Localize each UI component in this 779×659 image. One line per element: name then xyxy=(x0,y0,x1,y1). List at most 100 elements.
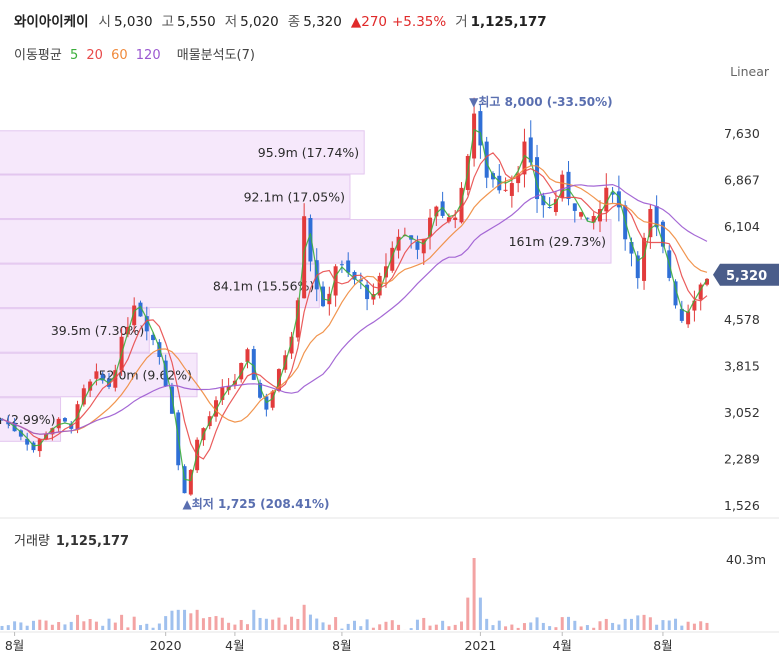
volume-panel-value: 1,125,177 xyxy=(55,534,130,549)
x-tick-label: 4월 xyxy=(552,638,571,653)
candle-body xyxy=(308,218,313,262)
volume-bar xyxy=(69,621,73,630)
volume-bar xyxy=(655,624,659,630)
candle-body xyxy=(560,174,565,198)
candle-body xyxy=(18,430,23,437)
candle-body xyxy=(629,241,634,254)
x-tick-label: 4월 xyxy=(225,638,244,653)
volume-bar xyxy=(365,619,369,630)
candle-body xyxy=(377,275,382,296)
low-value: 5,020 xyxy=(240,14,279,30)
volume-bar xyxy=(258,617,262,630)
volume-bar xyxy=(220,617,224,630)
candle-body xyxy=(660,221,665,247)
candle-body xyxy=(579,212,584,217)
low-label: 저 xyxy=(224,14,238,30)
candle-body xyxy=(610,192,615,195)
candle-body xyxy=(654,206,659,228)
x-tick-label: 2021 xyxy=(464,638,496,653)
volume-bar xyxy=(604,618,608,630)
volume-label: 거 xyxy=(455,14,468,30)
volume-bar xyxy=(409,628,413,630)
volume-bar xyxy=(510,624,514,630)
candle-body xyxy=(151,334,156,341)
volume-bar xyxy=(321,622,325,630)
volume-bar xyxy=(308,614,312,630)
candle-body xyxy=(616,191,621,208)
volume-bar xyxy=(6,625,10,630)
volume-bar xyxy=(132,616,136,630)
volume-bar xyxy=(233,624,237,630)
volume-bar xyxy=(441,620,445,630)
volume-bar xyxy=(434,624,438,630)
volume-bar xyxy=(674,618,678,630)
volume-profile-label: 39.5m (7.30%) xyxy=(51,323,144,338)
volume-bar xyxy=(208,616,212,630)
candle-body xyxy=(553,199,558,213)
candle-body xyxy=(705,278,709,285)
candle-body xyxy=(251,349,256,380)
volume-bar xyxy=(88,618,92,630)
current-price-label: 5,320 xyxy=(726,269,767,284)
x-tick-label: 2020 xyxy=(150,638,182,653)
candle-body xyxy=(245,349,250,362)
candle-body xyxy=(302,216,307,299)
volume-bar xyxy=(227,622,231,630)
candle-body xyxy=(365,284,370,300)
volume-bar xyxy=(82,621,86,630)
volume-bar xyxy=(478,597,482,630)
open-value: 5,030 xyxy=(113,14,153,30)
candle-body xyxy=(94,371,99,379)
volume-bar xyxy=(560,617,564,630)
volume-bar xyxy=(415,619,419,630)
candle-body xyxy=(686,311,691,325)
high-label: 고 xyxy=(161,14,175,30)
price-header: 와이아이케이 시 5,030 고 5,550 저 5,020 종 5,320 ▲270 +… xyxy=(14,10,556,32)
volume-bar xyxy=(101,625,105,630)
candle-body xyxy=(188,469,193,495)
candle-body xyxy=(604,187,609,212)
volume-bar xyxy=(214,616,218,630)
volume-bar xyxy=(504,626,508,630)
candle-body xyxy=(169,386,174,414)
volume-bar xyxy=(359,626,363,630)
volume-bar xyxy=(623,618,627,630)
volume-bar xyxy=(76,614,80,630)
current-price-tag xyxy=(713,263,779,286)
candle-body xyxy=(289,336,294,354)
candle-body xyxy=(100,374,105,381)
scale-toggle[interactable]: Linear xyxy=(730,64,769,79)
candle-body xyxy=(270,391,275,408)
candle-body xyxy=(428,217,433,237)
y-tick-label: 3,052 xyxy=(724,405,760,420)
y-tick-label: 6,867 xyxy=(724,173,760,188)
y-tick-label: 1,526 xyxy=(724,498,760,513)
close-value: 5,320 xyxy=(303,14,342,30)
volume-bar xyxy=(541,622,545,630)
volume-bar xyxy=(548,626,552,630)
high-marker: ▼최고 8,000 (-33.50%) xyxy=(469,94,613,109)
candle-body xyxy=(497,175,502,191)
volume-bar xyxy=(126,627,130,630)
candle-body xyxy=(459,187,464,223)
moving-average-legend[interactable]: 이동평균 5 20 60 120 매물분석도(7) xyxy=(14,44,259,63)
volume-bar xyxy=(302,604,306,630)
candle-body xyxy=(597,209,602,222)
volume-bar xyxy=(151,627,155,630)
volume-profile-label: 95.9m (17.74%) xyxy=(258,145,359,160)
volume-bar xyxy=(554,627,558,630)
candle-body xyxy=(673,281,678,306)
candle-body xyxy=(679,308,684,321)
volume-bar xyxy=(334,617,338,630)
candle-body xyxy=(415,241,420,250)
candle-body xyxy=(635,255,640,279)
candle-body xyxy=(522,141,527,175)
y-tick-label: 3,815 xyxy=(724,359,760,374)
volume-bar xyxy=(107,618,111,630)
volume-bar xyxy=(164,616,168,630)
volume-bar xyxy=(692,623,696,630)
candle-body xyxy=(295,300,300,338)
volume-bar xyxy=(636,615,640,630)
volume-bar xyxy=(579,626,583,630)
